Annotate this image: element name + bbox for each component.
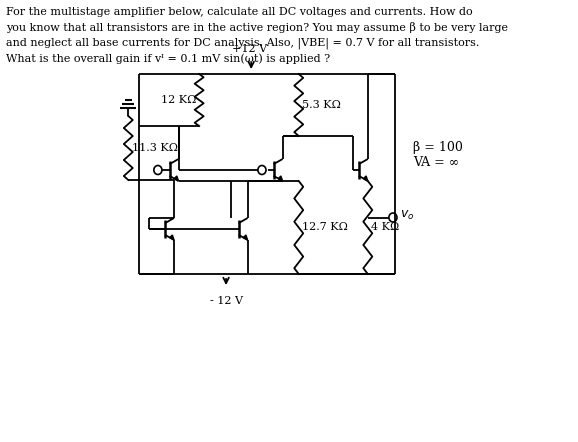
Polygon shape <box>174 176 179 181</box>
Text: $v_o$: $v_o$ <box>400 209 414 222</box>
Text: VA = ∞: VA = ∞ <box>413 156 459 168</box>
Text: β = 100: β = 100 <box>413 141 462 153</box>
Text: 4 KΩ: 4 KΩ <box>372 222 399 232</box>
Text: 11.3 KΩ: 11.3 KΩ <box>132 143 178 153</box>
Text: +12 V: +12 V <box>232 44 267 54</box>
Text: 12 KΩ: 12 KΩ <box>161 95 197 105</box>
Polygon shape <box>243 235 247 240</box>
Polygon shape <box>364 176 368 181</box>
Text: 5.3 KΩ: 5.3 KΩ <box>302 100 341 110</box>
Text: 12.7 KΩ: 12.7 KΩ <box>302 222 348 232</box>
Polygon shape <box>278 176 283 181</box>
Polygon shape <box>170 235 174 240</box>
Text: For the multistage amplifier below, calculate all DC voltages and currents. How : For the multistage amplifier below, calc… <box>6 7 508 64</box>
Text: - 12 V: - 12 V <box>210 296 243 306</box>
